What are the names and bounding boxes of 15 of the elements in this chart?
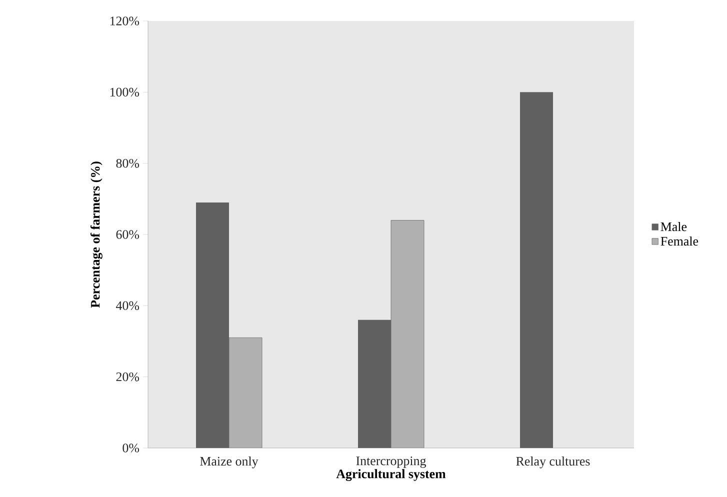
y-tick-label: 80%	[116, 158, 140, 168]
x-tick-label: Maize only	[200, 456, 258, 468]
x-axis-title: Agricultural system	[336, 469, 446, 481]
y-axis-title: Percentage of farmers (%)	[90, 162, 102, 308]
y-tick-label: 0%	[122, 444, 140, 452]
legend-label: Male	[660, 222, 687, 232]
bar	[520, 92, 554, 448]
x-tick-label: Intercropping	[356, 456, 426, 468]
y-tick-label: 20%	[116, 372, 140, 382]
y-tick-label: 120%	[110, 16, 140, 26]
y-tick-label: 60%	[116, 230, 140, 239]
x-tick-label: Relay cultures	[516, 456, 590, 468]
y-tick-label: 40%	[116, 301, 140, 310]
y-tick-label: 100%	[110, 88, 140, 97]
legend-label: Female	[660, 236, 698, 246]
